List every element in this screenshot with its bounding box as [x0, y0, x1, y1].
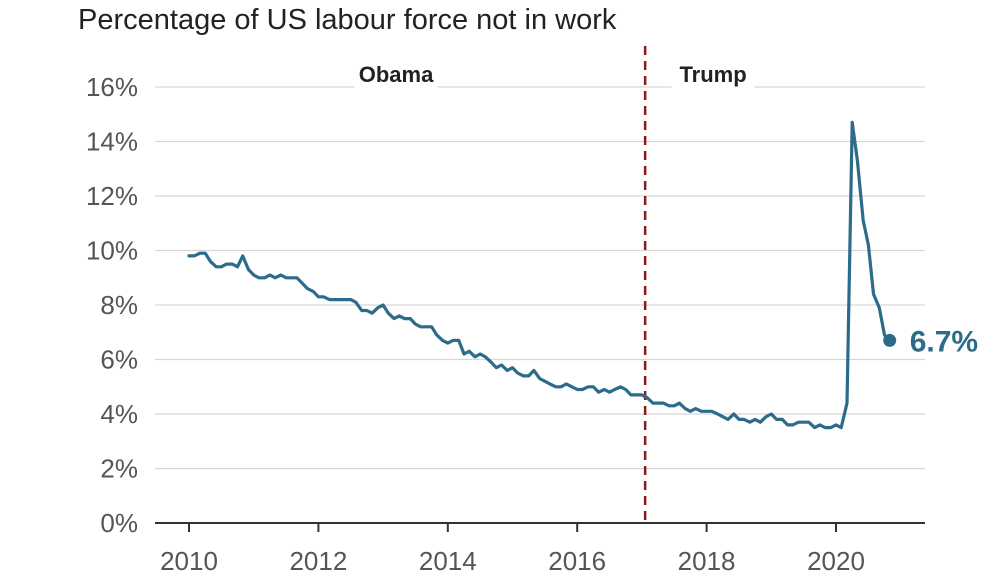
x-tick-label: 2020 [807, 546, 865, 576]
y-axis-ticks: 0% 2% 4% 6% 8% 10% 12% 14% 16% [86, 72, 138, 538]
chart-title: Percentage of US labour force not in wor… [78, 4, 617, 36]
series-line [187, 120, 892, 430]
era-label: Trump [679, 62, 746, 87]
y-tick-label: 4% [100, 399, 138, 429]
x-tick-label: 2010 [160, 546, 218, 576]
x-tick-label: 2012 [289, 546, 347, 576]
era-label: Obama [359, 62, 434, 87]
y-tick-label: 14% [86, 127, 138, 157]
end-point-marker [883, 333, 897, 347]
y-tick-label: 12% [86, 181, 138, 211]
y-tick-label: 16% [86, 72, 138, 102]
grid-lines [155, 86, 925, 524]
x-tick-label: 2016 [548, 546, 606, 576]
x-axis-ticks: 2010 2012 2014 2016 2018 2020 [160, 523, 865, 576]
y-tick-label: 0% [100, 508, 138, 538]
era-labels: Obama Trump [354, 60, 755, 90]
era-label-background [671, 60, 755, 90]
era-label-background [354, 60, 438, 90]
end-value-label: 6.7% [910, 325, 978, 358]
y-tick-label: 2% [100, 454, 138, 484]
series-group: 6.7% [187, 120, 978, 430]
y-tick-label: 10% [86, 236, 138, 266]
x-tick-label: 2018 [678, 546, 736, 576]
x-tick-label: 2014 [419, 546, 477, 576]
y-tick-label: 6% [100, 345, 138, 375]
y-tick-label: 8% [100, 290, 138, 320]
